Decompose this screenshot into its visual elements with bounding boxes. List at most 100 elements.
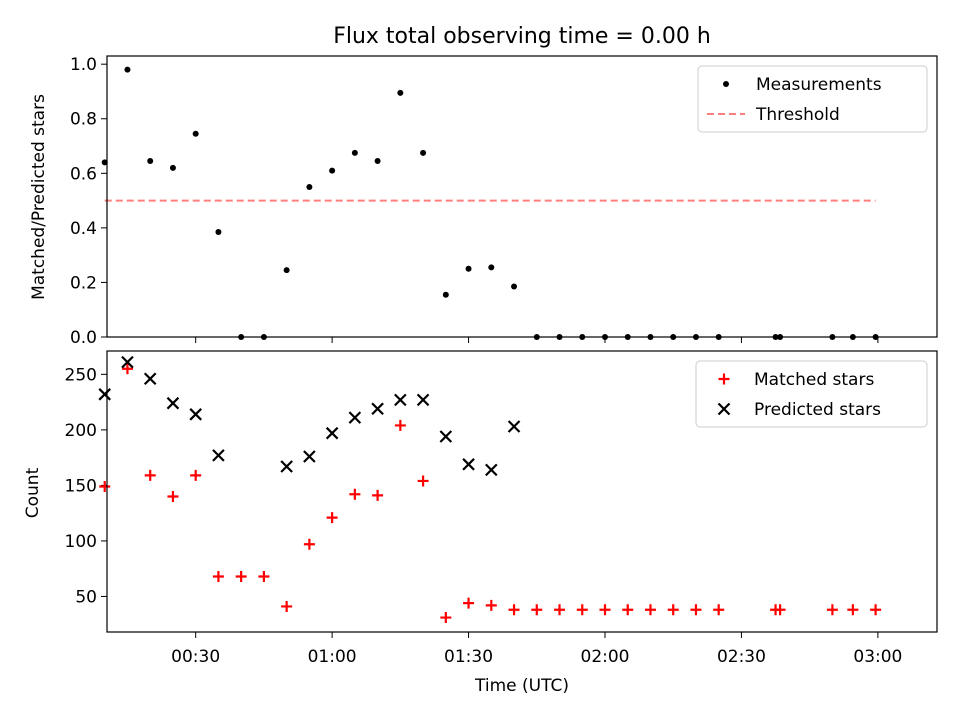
data-point xyxy=(667,604,679,616)
data-point xyxy=(554,604,566,616)
data-point xyxy=(235,570,247,582)
data-point xyxy=(212,570,224,582)
data-point xyxy=(258,570,270,582)
data-point xyxy=(440,612,452,624)
legend-swatch xyxy=(723,81,729,87)
y-tick-label: 0.0 xyxy=(70,328,97,348)
data-point xyxy=(394,393,407,407)
data-point xyxy=(690,604,702,616)
data-point xyxy=(870,604,882,616)
data-point xyxy=(485,463,498,477)
data-point xyxy=(416,393,430,407)
data-point xyxy=(374,158,381,165)
data-point xyxy=(98,388,112,401)
data-point xyxy=(397,89,404,96)
y-tick-label: 0.2 xyxy=(70,273,97,293)
data-point xyxy=(713,604,725,616)
y-tick-label: 0.4 xyxy=(70,219,97,239)
y-tick-label: 150 xyxy=(65,476,97,496)
data-point xyxy=(329,167,336,174)
y-tick-label: 250 xyxy=(65,365,97,385)
legend-swatch xyxy=(717,402,731,416)
data-point xyxy=(485,599,497,611)
y-tick-label: 100 xyxy=(65,532,97,552)
series-matched-stars xyxy=(99,363,882,624)
plot-frame xyxy=(106,55,938,338)
x-tick-label: 03:00 xyxy=(853,647,902,667)
legend-swatch xyxy=(718,373,730,385)
data-point xyxy=(283,267,290,274)
data-point xyxy=(212,449,225,462)
data-point xyxy=(463,597,475,609)
data-point xyxy=(417,475,429,487)
data-point xyxy=(121,355,134,369)
data-point xyxy=(774,604,786,616)
legend-label: Measurements xyxy=(756,75,882,95)
data-point xyxy=(348,411,362,424)
data-point xyxy=(325,426,339,440)
data-point xyxy=(488,264,495,271)
data-point xyxy=(371,402,384,416)
legend-box xyxy=(697,65,928,133)
data-point xyxy=(281,600,293,612)
data-point xyxy=(508,604,520,616)
data-point xyxy=(280,460,293,473)
series-predicted-stars xyxy=(98,355,521,477)
legend-box xyxy=(695,360,928,428)
data-point xyxy=(169,164,176,171)
data-point xyxy=(166,396,180,410)
data-point xyxy=(644,604,656,616)
y-tick-label: 0.8 xyxy=(70,110,97,130)
legend-label: Predicted stars xyxy=(754,400,881,420)
data-point xyxy=(167,490,179,502)
data-point xyxy=(420,149,427,156)
data-point xyxy=(215,228,222,235)
plot-layer: 0.0 0.2 0.4 0.6 0.8 1.0 Measurements Threshold 5… xyxy=(65,55,938,667)
data-point xyxy=(306,183,313,190)
data-point xyxy=(121,363,133,375)
data-point xyxy=(190,469,202,481)
legend: Matched stars Predicted stars xyxy=(695,360,928,428)
data-point xyxy=(124,66,131,73)
x-axis-label: Time (UTC) xyxy=(474,676,569,696)
y-axis-label-count: Count xyxy=(23,467,43,518)
data-point xyxy=(531,604,543,616)
x-tick-label: 02:30 xyxy=(717,647,766,667)
data-point xyxy=(99,481,111,493)
data-point xyxy=(351,149,358,156)
data-point xyxy=(349,488,361,500)
x-tick-label: 01:30 xyxy=(444,647,493,667)
data-point xyxy=(465,265,472,272)
y-tick-label: 0.6 xyxy=(70,164,97,184)
plot-panel-1: 50 100 150 200 250 00:30 01:00 01:30 02:00 02:30 0… xyxy=(65,350,938,667)
data-point xyxy=(439,430,453,443)
plot-panel-0: 0.0 0.2 0.4 0.6 0.8 1.0 Measurements Threshold xyxy=(70,55,938,348)
y-tick-label: 200 xyxy=(65,421,97,441)
data-point xyxy=(599,604,611,616)
legend: Measurements Threshold xyxy=(697,65,928,133)
legend-label: Threshold xyxy=(755,105,840,125)
data-point xyxy=(303,538,315,550)
data-point xyxy=(144,469,156,481)
data-point xyxy=(326,512,338,524)
data-point xyxy=(511,283,518,290)
data-point xyxy=(303,450,316,463)
data-point xyxy=(462,458,475,471)
data-point xyxy=(847,604,859,616)
x-tick-label: 00:30 xyxy=(171,647,220,667)
plot-frame xyxy=(106,350,938,633)
y-axis-label-ratio: Matched/Predicted stars xyxy=(29,94,49,300)
data-point xyxy=(622,604,634,616)
x-tick-label: 01:00 xyxy=(308,647,357,667)
data-point xyxy=(192,130,199,137)
y-tick-label: 50 xyxy=(75,587,97,607)
x-tick-label: 02:00 xyxy=(581,647,630,667)
data-point xyxy=(507,420,521,433)
y-tick-label: 1.0 xyxy=(70,55,97,75)
data-point xyxy=(442,291,449,298)
data-point xyxy=(826,604,838,616)
data-point xyxy=(394,419,406,431)
data-point xyxy=(372,489,384,501)
